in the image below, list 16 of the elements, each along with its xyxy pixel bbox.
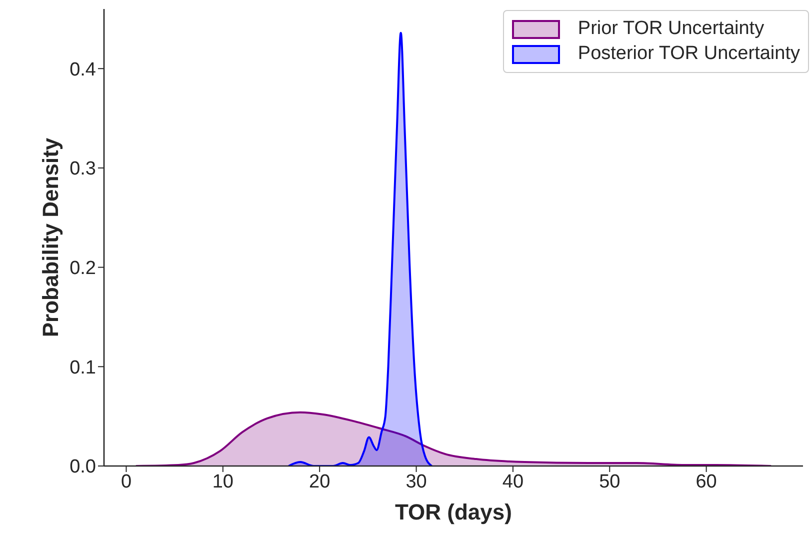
x-tick-label: 40 <box>502 471 524 492</box>
legend-label: Posterior TOR Uncertainty <box>578 43 800 65</box>
y-tick-label: 0.4 <box>70 59 96 80</box>
x-tick-label: 10 <box>212 471 234 492</box>
x-tick-label: 50 <box>599 471 620 492</box>
x-tick-label: 30 <box>406 471 427 492</box>
y-tick-label: 0.2 <box>70 258 96 280</box>
x-tick-label: 60 <box>696 471 717 492</box>
y-tick-label: 0.3 <box>70 158 96 180</box>
x-tick-label: 20 <box>309 471 330 492</box>
legend-label: Prior TOR Uncertainty <box>578 18 764 40</box>
x-tick-label: 0 <box>120 471 132 492</box>
y-tick-label: 0.0 <box>70 456 96 478</box>
x-axis-title: TOR (days) <box>395 500 512 525</box>
y-axis-title: Probability Density <box>38 137 63 338</box>
y-tick-label: 0.1 <box>70 357 96 378</box>
